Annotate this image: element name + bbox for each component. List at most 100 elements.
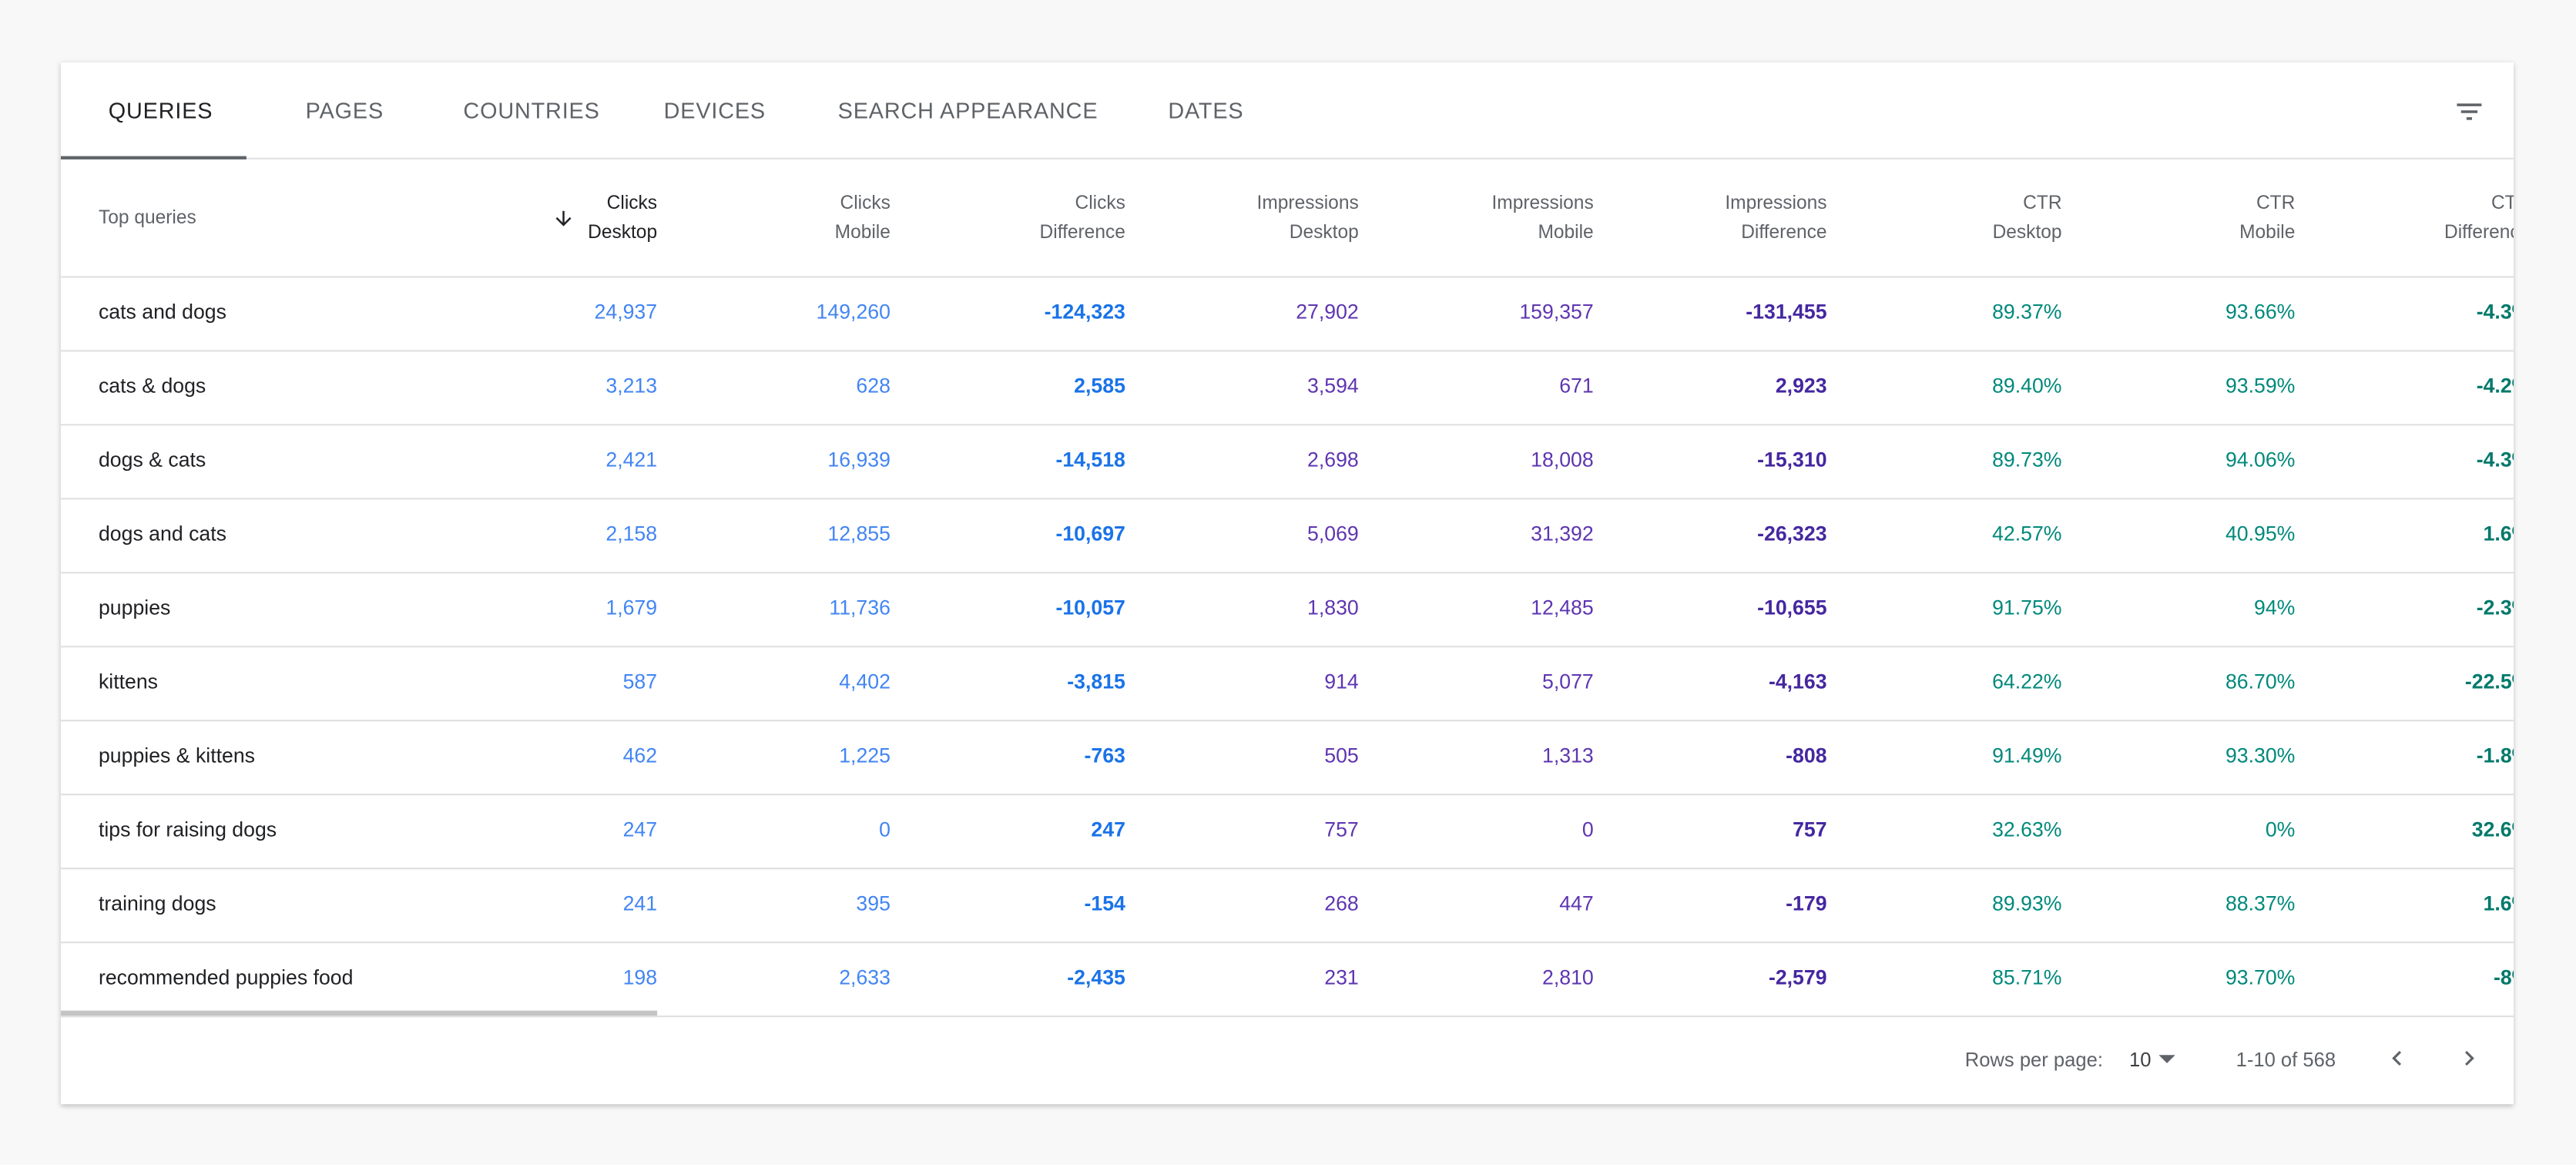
metric-cell: -14,518 — [1055, 448, 1125, 472]
metric-cell: 395 — [856, 892, 891, 915]
metric-cell: -179 — [1786, 892, 1827, 915]
query-cell[interactable]: tips for raising dogs — [98, 818, 277, 841]
metric-cell: 1,313 — [1542, 744, 1594, 767]
metric-cell: 159,357 — [1519, 300, 1594, 324]
column-header[interactable]: Clicks Difference — [912, 189, 1125, 248]
metric-cell: 91.75% — [1992, 596, 2062, 620]
filter-icon[interactable] — [2453, 96, 2486, 129]
metric-cell: 2,923 — [1775, 374, 1827, 398]
metric-cell: -4.3% — [2476, 300, 2514, 324]
column-header-text: CTR — [2256, 193, 2296, 214]
metric-cell: 1,679 — [605, 596, 658, 620]
sort-arrow[interactable] — [552, 207, 575, 230]
metric-cell: 88.37% — [2225, 892, 2296, 915]
column-header-text: Desktop — [1992, 223, 2062, 243]
metric-cell: 89.40% — [1992, 374, 2062, 398]
metric-cell: -26,323 — [1757, 522, 1827, 546]
query-cell[interactable]: dogs & cats — [98, 448, 206, 472]
metric-cell: 93.70% — [2225, 966, 2296, 989]
metric-cell: -808 — [1786, 744, 1827, 767]
column-header-text: Difference — [1039, 223, 1125, 243]
column-header[interactable]: Impressions Desktop — [1145, 189, 1359, 248]
dropdown-arrow[interactable] — [2157, 1052, 2177, 1068]
tab[interactable]: SEARCH APPEARANCE — [837, 98, 1098, 123]
query-cell[interactable]: kittens — [98, 670, 159, 693]
metric-cell: -124,323 — [1044, 300, 1125, 324]
metric-cell: 1.6% — [2483, 522, 2514, 546]
tab[interactable]: PAGES — [305, 98, 384, 123]
query-cell[interactable]: recommended puppies food — [98, 966, 354, 989]
metric-cell: 2,421 — [605, 448, 658, 472]
column-header-text: Impressions — [1491, 193, 1594, 214]
row-divider — [60, 572, 2514, 574]
metric-cell: 1,225 — [839, 744, 891, 767]
row-divider — [60, 424, 2514, 426]
metric-cell: 11,736 — [829, 596, 891, 620]
query-cell[interactable]: puppies & kittens — [98, 744, 256, 767]
query-cell[interactable]: cats and dogs — [98, 300, 226, 324]
row-divider — [60, 646, 2514, 648]
header-divider — [60, 276, 2514, 278]
metric-cell: -763 — [1084, 744, 1125, 767]
query-cell[interactable]: cats & dogs — [98, 374, 206, 398]
metric-cell: 2,585 — [1074, 374, 1125, 398]
metric-cell: 12,855 — [827, 522, 891, 546]
column-header[interactable]: Top queries — [99, 203, 196, 233]
metric-cell: 16,939 — [827, 448, 891, 472]
query-cell[interactable]: training dogs — [98, 892, 216, 915]
prev-page[interactable] — [2382, 1043, 2411, 1073]
metric-cell: 32.6% — [2471, 818, 2514, 841]
metric-cell: 12,485 — [1531, 596, 1594, 620]
rows-per-page-value[interactable]: 10 — [2128, 1048, 2152, 1072]
tab[interactable]: DATES — [1168, 98, 1244, 123]
query-cell[interactable]: puppies — [98, 596, 171, 620]
scrollbar[interactable] — [60, 1010, 658, 1018]
column-header[interactable]: CTR Desktop — [1848, 189, 2062, 248]
metric-cell: -3,815 — [1067, 670, 1125, 693]
row-divider — [60, 498, 2514, 500]
metric-cell: -4.2% — [2476, 374, 2514, 398]
metric-cell: -10,057 — [1055, 596, 1125, 620]
tab[interactable]: DEVICES — [663, 98, 766, 123]
metric-cell: 757 — [1324, 818, 1359, 841]
report-card: Rows per page: 10 1-10 of 568 QUERIES PAG… — [60, 62, 2514, 1105]
column-header-text: Desktop — [1289, 223, 1359, 243]
metric-cell: 198 — [622, 966, 658, 989]
metric-cell: 3,594 — [1307, 374, 1359, 398]
metric-cell: 24,937 — [594, 300, 658, 324]
metric-cell: 505 — [1324, 744, 1359, 767]
metric-cell: 85.71% — [1992, 966, 2062, 989]
query-cell[interactable]: dogs and cats — [98, 522, 226, 546]
metric-cell: -4.3% — [2476, 448, 2514, 472]
metric-cell: 914 — [1324, 670, 1359, 693]
metric-cell: 91.49% — [1992, 744, 2062, 767]
column-header[interactable]: CTR Mobile — [2081, 189, 2295, 248]
column-header[interactable]: Clicks Mobile — [677, 189, 891, 248]
column-header[interactable]: Impressions Mobile — [1380, 189, 1593, 248]
column-header-text: Top queries — [98, 208, 196, 229]
metric-cell: 94.06% — [2225, 448, 2296, 472]
column-header[interactable]: Impressions Difference — [1613, 189, 1826, 248]
metric-cell: -15,310 — [1757, 448, 1827, 472]
metric-cell: 2,633 — [839, 966, 891, 989]
metric-cell: 89.93% — [1992, 892, 2062, 915]
metric-cell: -4,163 — [1768, 670, 1827, 693]
column-header-text: Difference — [2444, 223, 2514, 243]
metric-cell: 587 — [622, 670, 658, 693]
metric-cell: 18,008 — [1531, 448, 1594, 472]
metric-cell: 27,902 — [1296, 300, 1359, 324]
column-header[interactable]: CTR Difference — [2316, 189, 2514, 248]
column-header-text: Difference — [1741, 223, 1827, 243]
metric-cell: -154 — [1084, 892, 1125, 915]
tab[interactable]: COUNTRIES — [463, 98, 600, 123]
metric-cell: 32.63% — [1992, 818, 2062, 841]
metric-cell: 31,392 — [1531, 522, 1594, 546]
metric-cell: 268 — [1324, 892, 1359, 915]
tab[interactable]: QUERIES — [108, 98, 213, 123]
metric-cell: 4,402 — [839, 670, 891, 693]
column-header[interactable]: Clicks Desktop — [444, 189, 657, 248]
next-page[interactable] — [2454, 1043, 2484, 1073]
column-header-text: Mobile — [1538, 223, 1594, 243]
metric-cell: 89.73% — [1992, 448, 2062, 472]
